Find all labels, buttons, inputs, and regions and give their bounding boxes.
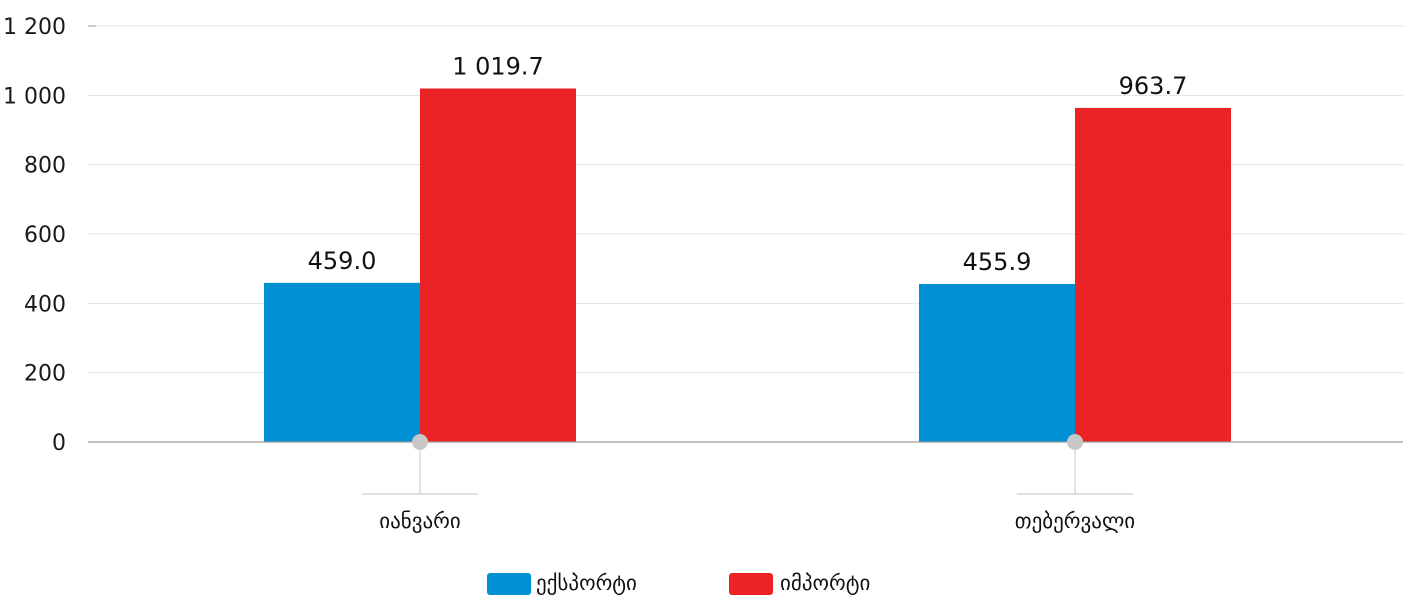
data-label: 963.7 (1119, 72, 1188, 100)
y-tick-label: 1 200 (3, 15, 66, 40)
y-tick-label: 200 (24, 362, 66, 387)
y-tick-label: 1 000 (3, 84, 66, 109)
y-axis-tick-labels: 0 200 400 600 800 1 000 1 200 (3, 15, 66, 456)
data-labels: 459.0 455.9 1 019.7 963.7 (308, 53, 1188, 276)
data-label: 455.9 (963, 248, 1032, 276)
bar (1075, 107, 1231, 443)
data-label: 459.0 (308, 247, 377, 275)
y-tick-label: 800 (24, 154, 66, 179)
legend-swatch (487, 573, 531, 595)
bar (919, 283, 1075, 442)
legend-item: იმპორტი (729, 571, 870, 595)
legend-item: ექსპორტი (487, 571, 637, 595)
x-axis: იანვარი თებერვალი (88, 25, 1403, 533)
bar (420, 88, 576, 442)
legend-swatch (729, 573, 773, 595)
x-tick-label: თებერვალი (1015, 509, 1135, 533)
legend: ექსპორტი იმპორტი (487, 571, 870, 595)
y-tick-label: 400 (24, 292, 66, 317)
data-label: 1 019.7 (452, 53, 544, 81)
category-marker (1067, 434, 1083, 450)
y-tick-label: 600 (24, 223, 66, 248)
bars (264, 88, 1231, 443)
x-tick-label: იანვარი (379, 509, 461, 533)
y-tick-label: 0 (52, 431, 66, 456)
bar (264, 282, 420, 442)
legend-label: იმპორტი (780, 571, 870, 595)
category-marker (412, 434, 428, 450)
legend-label: ექსპორტი (536, 571, 637, 595)
